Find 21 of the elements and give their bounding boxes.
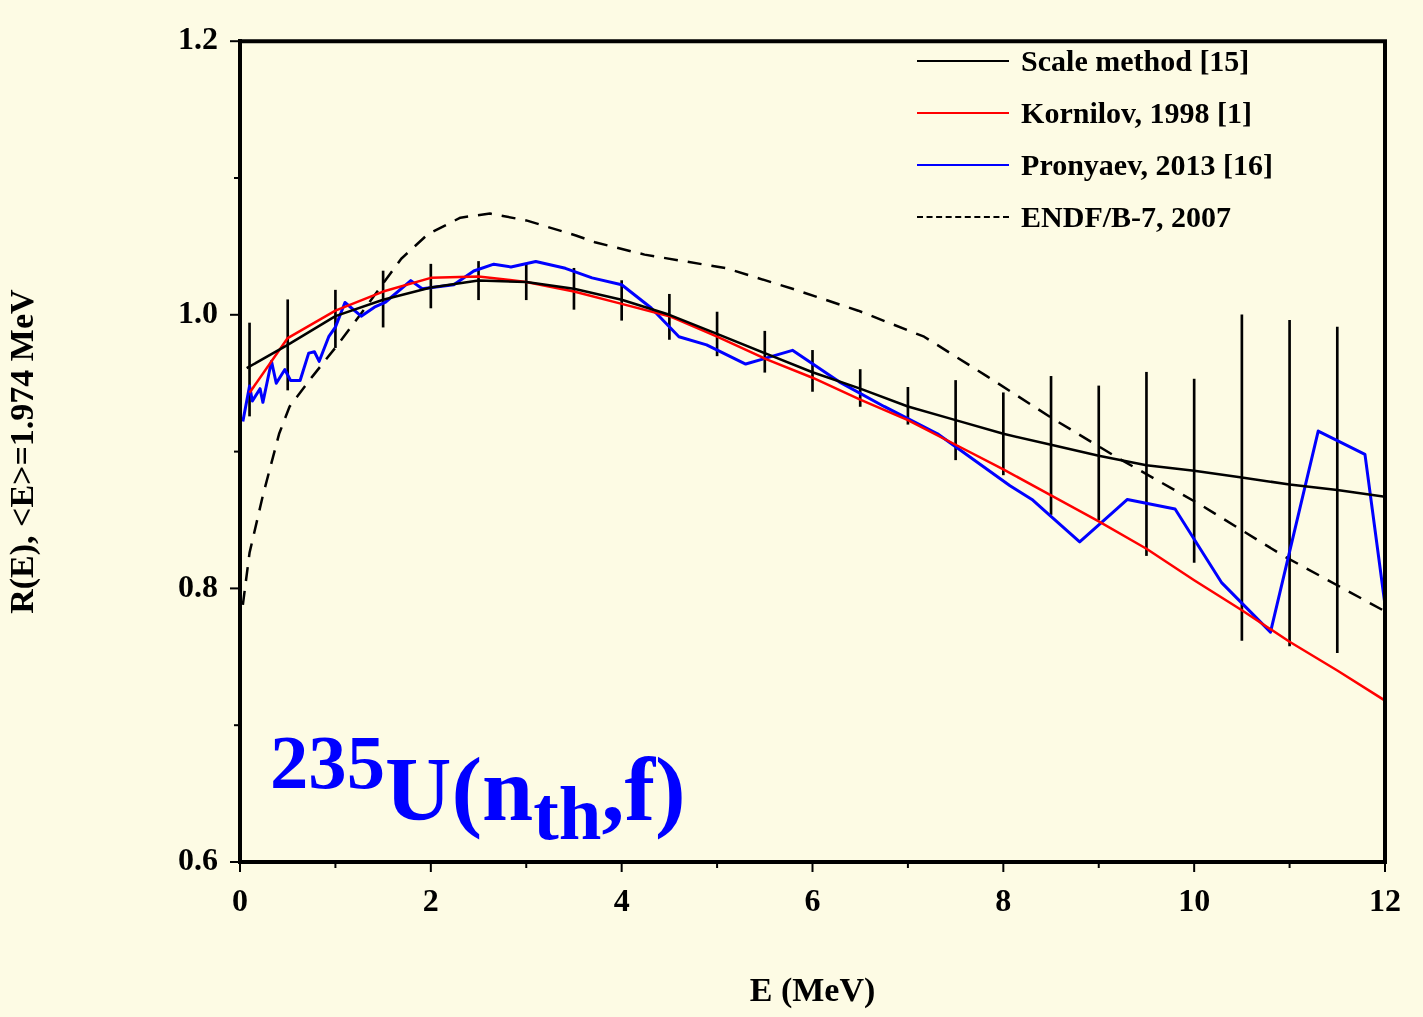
x-tick-label: 8 bbox=[995, 882, 1012, 919]
y-axis-title: R(E), <E>=1.974 MeV bbox=[3, 288, 42, 614]
x-tick-label: 2 bbox=[422, 882, 439, 919]
x-tick-label: 10 bbox=[1178, 882, 1211, 919]
bar bbox=[1002, 392, 1005, 476]
y-tick-label: 0.6 bbox=[178, 841, 218, 878]
x-axis-title: E (MeV) bbox=[749, 971, 876, 1010]
y-tick-label: 1.2 bbox=[178, 20, 218, 57]
x-tick-label: 4 bbox=[613, 882, 630, 919]
x-tick-label: 0 bbox=[232, 882, 248, 919]
y-tick-label: 0.8 bbox=[178, 567, 218, 604]
bar bbox=[763, 330, 767, 373]
legend-label: Pronyaev, 2013 [16] bbox=[1021, 148, 1273, 182]
y-tick-label: 1.0 bbox=[178, 294, 218, 331]
legend-label: Kornilov, 1998 [1] bbox=[1021, 96, 1252, 130]
x-tick-label: 12 bbox=[1369, 882, 1401, 919]
legend-label: Scale method [15] bbox=[1021, 44, 1250, 78]
bar bbox=[954, 380, 957, 461]
legend-label: ENDF/B-7, 2007 bbox=[1021, 200, 1232, 234]
annotation: $^{235}$U(n$_{th}$,f) bbox=[270, 720, 686, 857]
x-tick-label: 6 bbox=[804, 882, 821, 919]
